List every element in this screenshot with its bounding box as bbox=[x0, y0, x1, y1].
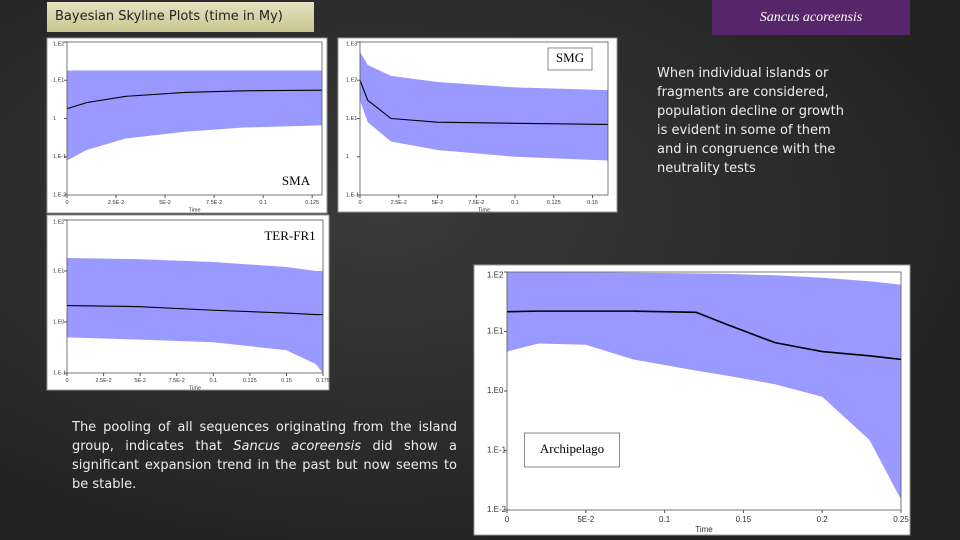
y-tick-label: 1.E-1 bbox=[346, 192, 359, 198]
plot: 1.E3 1.E2 1.E1 1 1.E-1 0 2.5E-2 5E-2 7.5E-2 0.1 0.… bbox=[337, 37, 618, 213]
x-tick-label: 0.25 bbox=[893, 515, 909, 524]
x-axis-label: Time bbox=[189, 385, 201, 391]
x-tick-label: 0.125 bbox=[305, 200, 319, 206]
y-tick-label: 1.E2 bbox=[53, 42, 64, 48]
plot: 1.E2 1.E1 1.E0 1.E-1 0 2.5E-2 5E-2 7.5E-2 0.1 0.1… bbox=[46, 214, 330, 391]
species-name: Sancus acoreensis bbox=[712, 0, 910, 35]
x-tick-label: 5E-2 bbox=[134, 378, 146, 384]
median-line bbox=[66, 89, 323, 110]
median-line bbox=[506, 310, 902, 361]
x-tick-label: 0.1 bbox=[259, 200, 267, 206]
x-tick-label: 5E-2 bbox=[577, 515, 594, 524]
note-species: Sancus acoreensis bbox=[233, 439, 362, 454]
plot: 1.E2 1.E1 1.E0 1.E-1 1.E-20 5E-2 0.1 0.15 0.2 0.2… bbox=[473, 264, 911, 536]
x-tick-label: 0.175 bbox=[316, 378, 330, 384]
median-line bbox=[359, 80, 609, 125]
x-tick-label: 0.125 bbox=[547, 200, 561, 206]
y-tick-label: 1.E-1 bbox=[53, 370, 66, 376]
label-box bbox=[524, 432, 620, 468]
label-box bbox=[547, 47, 593, 71]
y-tick-label: 1.E3 bbox=[346, 42, 357, 48]
y-tick-label: 1.E2 bbox=[346, 78, 357, 84]
y-tick-label: 1.E-2 bbox=[487, 505, 507, 514]
plot: 1.E2 1.E1 1 1.E-1 1.E-2 0 2.5E-2 5E-2 7.5E-2 0.1 0… bbox=[46, 37, 328, 214]
x-tick-label: 2.5E-2 bbox=[391, 200, 407, 206]
y-tick-label: 1.E-2 bbox=[53, 192, 66, 198]
credible-band bbox=[67, 257, 323, 373]
y-tick-label: 1.E1 bbox=[53, 268, 64, 274]
y-tick-label: 1 bbox=[53, 116, 56, 122]
note-text: The pooling of all sequences originating… bbox=[72, 420, 457, 454]
x-tick-label: 0.125 bbox=[243, 378, 257, 384]
y-tick-label: 1.E1 bbox=[487, 327, 504, 336]
x-tick-label: 0.15 bbox=[281, 378, 292, 384]
note-text: did show a significant expansion trend i… bbox=[72, 439, 457, 492]
y-tick-label: 1.E1 bbox=[346, 116, 357, 122]
x-tick-label: 0 bbox=[65, 378, 68, 384]
x-tick-label: 0 bbox=[505, 515, 510, 524]
y-tick-label: 1.E-1 bbox=[53, 154, 66, 160]
y-tick-label: 1.E2 bbox=[487, 270, 504, 279]
x-tick-label: 2.5E-2 bbox=[95, 378, 111, 384]
plot-label: Archipelago bbox=[540, 441, 604, 456]
credible-band bbox=[360, 51, 608, 161]
y-tick-label: 1.E2 bbox=[53, 220, 64, 226]
y-tick-label: 1 bbox=[346, 154, 349, 160]
x-tick-label: 5E-2 bbox=[432, 200, 444, 206]
x-tick-label: 0.1 bbox=[511, 200, 519, 206]
plot-frame bbox=[66, 219, 324, 374]
x-tick-label: 0 bbox=[65, 200, 68, 206]
y-tick-label: 1.E0 bbox=[53, 319, 64, 325]
x-tick-label: 0.1 bbox=[209, 378, 217, 384]
x-tick-label: 7.5E-2 bbox=[169, 378, 185, 384]
x-tick-label: 0.15 bbox=[736, 515, 752, 524]
x-axis-label: Time bbox=[695, 525, 713, 534]
right-note: When individual islands or fragments are… bbox=[657, 66, 844, 176]
plot-label: SMG bbox=[556, 50, 584, 65]
x-axis-label: Time bbox=[188, 207, 200, 213]
median-line bbox=[66, 305, 323, 316]
bottom-note: The pooling of all sequences originating… bbox=[72, 418, 457, 494]
x-tick-label: 7.5E-2 bbox=[206, 200, 222, 206]
y-tick-label: 1.E0 bbox=[487, 386, 504, 395]
credible-band bbox=[507, 272, 901, 500]
x-tick-label: 5E-2 bbox=[159, 200, 171, 206]
x-tick-label: 7.5E-2 bbox=[468, 200, 484, 206]
plot-label: TER-FR1 bbox=[264, 228, 315, 243]
slide-title: Bayesian Skyline Plots (time in My) bbox=[47, 2, 314, 32]
x-tick-label: 0.2 bbox=[817, 515, 829, 524]
plot-label: SMA bbox=[282, 173, 311, 188]
y-tick-label: 1.E-1 bbox=[487, 446, 507, 455]
x-tick-label: 0 bbox=[358, 200, 361, 206]
x-tick-label: 2.5E-2 bbox=[108, 200, 124, 206]
x-tick-label: 0.15 bbox=[587, 200, 598, 206]
x-axis-label: Time bbox=[478, 207, 490, 213]
x-tick-label: 0.1 bbox=[659, 515, 671, 524]
y-tick-label: 1.E1 bbox=[53, 78, 64, 84]
credible-band bbox=[67, 70, 322, 161]
